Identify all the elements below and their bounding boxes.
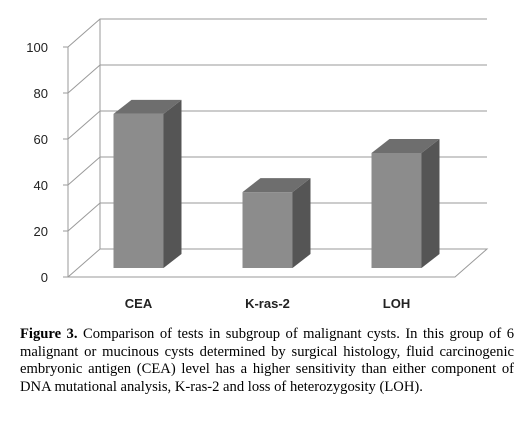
x-category-label: CEA [125,296,153,311]
gridline [67,156,487,186]
bar-side [421,139,440,268]
y-tick-label: 60 [34,132,48,147]
y-tick-label: 0 [41,270,48,285]
x-category-label: K-ras-2 [245,296,290,311]
gridline [67,202,487,232]
gridline [67,110,487,140]
gridline [67,64,487,94]
y-tick-label: 20 [34,224,48,239]
bar-side [292,178,311,268]
bar-top [113,99,182,114]
bar-front [371,153,422,268]
grid-layer [66,18,489,278]
bar-top [371,139,440,153]
y-tick-label: 40 [34,178,48,193]
caption-text: Comparison of tests in subgroup of malig… [20,326,514,395]
gridline [67,18,487,48]
bar [371,139,440,268]
y-tick-label: 80 [34,86,48,101]
x-category-label: LOH [383,296,410,311]
bar-side [163,99,182,269]
floor [66,248,489,278]
bar-top [242,178,311,193]
figure-label: Figure 3. [20,326,78,342]
x-axis-categories: CEA K-ras-2 LOH [125,296,410,311]
bars [113,99,440,269]
y-tick-label: 100 [26,40,48,55]
bar-chart: 0 20 40 60 80 100 CEA K-ras-2 LOH [26,18,489,311]
figure-caption: Figure 3. Comparison of tests in subgrou… [20,326,514,396]
bar-front [242,192,293,268]
y-axis-ticks: 0 20 40 60 80 100 [26,40,68,285]
bar [113,99,182,269]
bar [242,178,311,268]
bar-front [113,113,164,269]
